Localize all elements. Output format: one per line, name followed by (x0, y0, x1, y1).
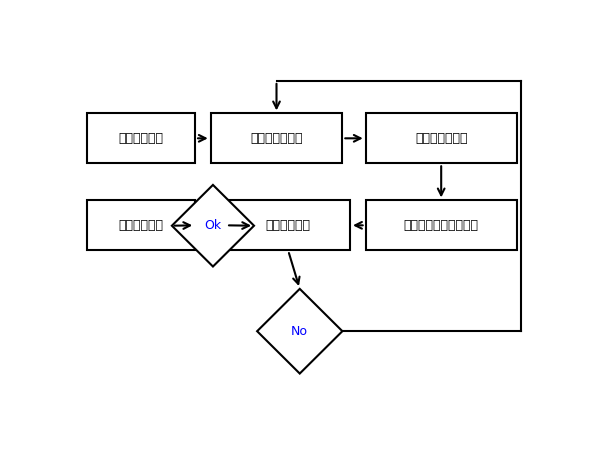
Text: 检查配料强度: 检查配料强度 (266, 219, 311, 232)
Bar (86, 113, 195, 163)
Bar (365, 113, 517, 163)
Text: 加高加固料斗: 加高加固料斗 (118, 132, 163, 145)
Polygon shape (257, 289, 343, 374)
Text: 更换料斗振动器: 更换料斗振动器 (250, 132, 303, 145)
Bar (211, 113, 343, 163)
Text: 更换计量电动机: 更换计量电动机 (415, 132, 467, 145)
Bar (86, 200, 195, 250)
Bar (365, 200, 517, 250)
Bar (226, 200, 350, 250)
Text: 单个料斗逐一调试运行: 单个料斗逐一调试运行 (404, 219, 479, 232)
Text: No: No (291, 325, 308, 338)
Text: 进行下一工序: 进行下一工序 (118, 219, 163, 232)
Polygon shape (172, 185, 254, 266)
Text: Ok: Ok (205, 219, 221, 232)
